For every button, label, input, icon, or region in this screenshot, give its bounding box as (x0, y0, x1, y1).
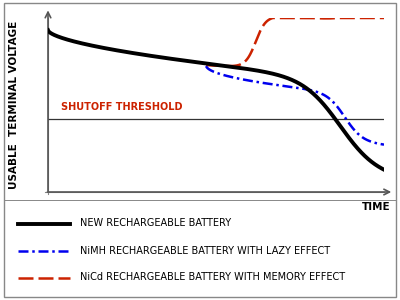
Text: NEW RECHARGEABLE BATTERY: NEW RECHARGEABLE BATTERY (80, 218, 231, 229)
Text: SHUTOFF THRESHOLD: SHUTOFF THRESHOLD (62, 102, 183, 112)
Text: NiCd RECHARGEABLE BATTERY WITH MEMORY EFFECT: NiCd RECHARGEABLE BATTERY WITH MEMORY EF… (80, 272, 345, 283)
Text: NiMH RECHARGEABLE BATTERY WITH LAZY EFFECT: NiMH RECHARGEABLE BATTERY WITH LAZY EFFE… (80, 245, 330, 256)
Text: USABLE  TERMINAL VOLTAGE: USABLE TERMINAL VOLTAGE (9, 21, 20, 189)
Text: TIME: TIME (362, 202, 391, 212)
